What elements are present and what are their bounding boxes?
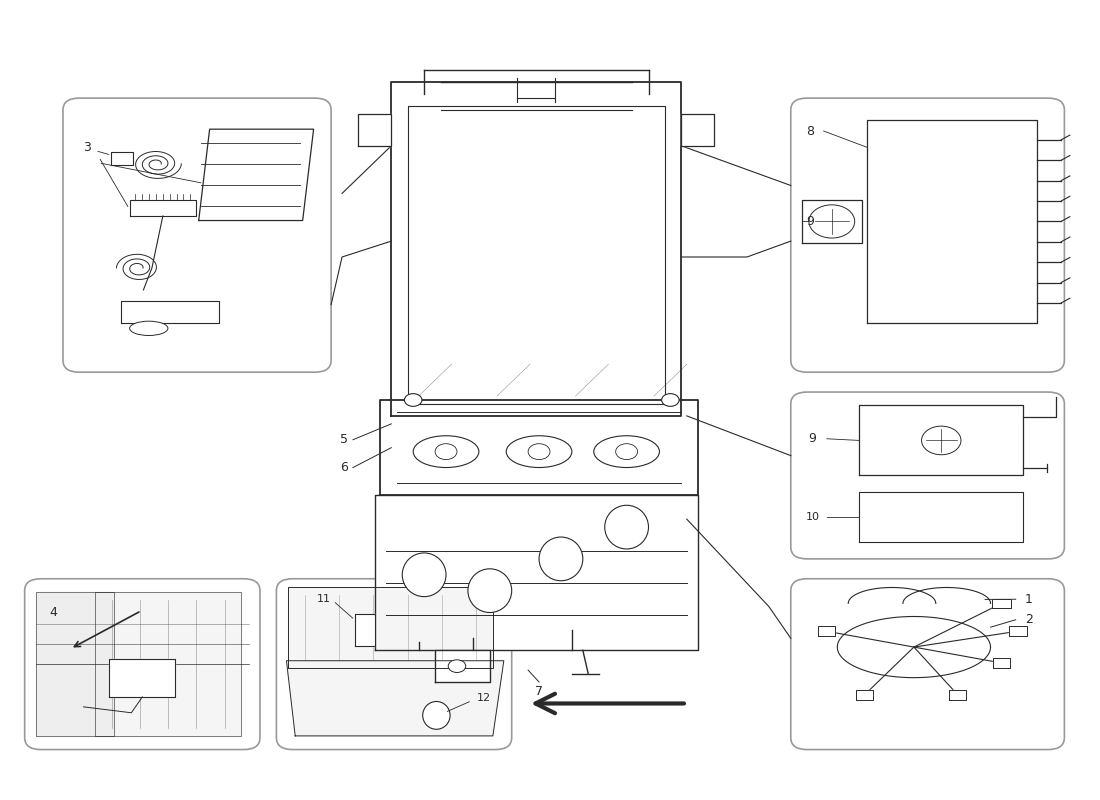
Text: 3: 3 [84,141,91,154]
Polygon shape [392,82,681,416]
Polygon shape [381,400,697,495]
FancyBboxPatch shape [791,392,1065,559]
Polygon shape [121,301,220,323]
Text: 10: 10 [805,512,820,522]
FancyBboxPatch shape [24,578,260,750]
Polygon shape [949,690,967,699]
Ellipse shape [414,436,478,467]
Text: 7: 7 [535,685,543,698]
Ellipse shape [539,537,583,581]
Polygon shape [288,587,493,667]
Polygon shape [111,152,133,165]
Circle shape [616,444,638,459]
Polygon shape [859,492,1023,542]
Circle shape [528,444,550,459]
Ellipse shape [422,702,450,730]
Polygon shape [1009,626,1026,636]
Ellipse shape [605,506,649,549]
Polygon shape [96,593,241,736]
Polygon shape [681,114,714,146]
Polygon shape [868,120,1037,323]
Text: 4: 4 [50,606,57,619]
Polygon shape [110,658,175,697]
Text: eurosparés: eurosparés [808,342,948,363]
Polygon shape [859,406,1023,475]
Text: 5: 5 [340,434,348,446]
Polygon shape [199,129,314,221]
Polygon shape [436,650,490,682]
Polygon shape [375,495,697,650]
Ellipse shape [130,321,168,335]
Circle shape [922,426,961,454]
Text: eurosparés: eurosparés [130,342,271,363]
Text: 11: 11 [317,594,330,604]
Polygon shape [991,598,1011,608]
Polygon shape [286,661,504,736]
Polygon shape [355,614,375,646]
Text: 9: 9 [806,215,814,228]
Text: 8: 8 [806,125,814,138]
FancyBboxPatch shape [63,98,331,372]
Text: 1: 1 [1025,593,1033,606]
Polygon shape [36,593,114,736]
Circle shape [436,444,456,459]
Circle shape [661,394,679,406]
Circle shape [808,205,855,238]
Polygon shape [130,200,196,216]
Polygon shape [817,626,835,636]
Text: eurosparés: eurosparés [480,342,620,363]
Text: 12: 12 [476,694,491,703]
Circle shape [448,660,465,673]
Ellipse shape [403,553,446,597]
Text: 2: 2 [1025,614,1033,626]
Text: eurosparés: eurosparés [808,509,948,530]
Polygon shape [802,200,862,243]
Polygon shape [359,114,392,146]
Text: 6: 6 [340,461,348,474]
Circle shape [405,394,422,406]
FancyBboxPatch shape [276,578,512,750]
Polygon shape [992,658,1010,668]
Text: eurosparés: eurosparés [480,509,620,530]
Ellipse shape [468,569,512,613]
Text: 9: 9 [808,432,816,446]
Ellipse shape [594,436,659,467]
Ellipse shape [506,436,572,467]
FancyBboxPatch shape [791,578,1065,750]
Polygon shape [856,690,873,699]
Polygon shape [408,106,664,404]
FancyBboxPatch shape [791,98,1065,372]
